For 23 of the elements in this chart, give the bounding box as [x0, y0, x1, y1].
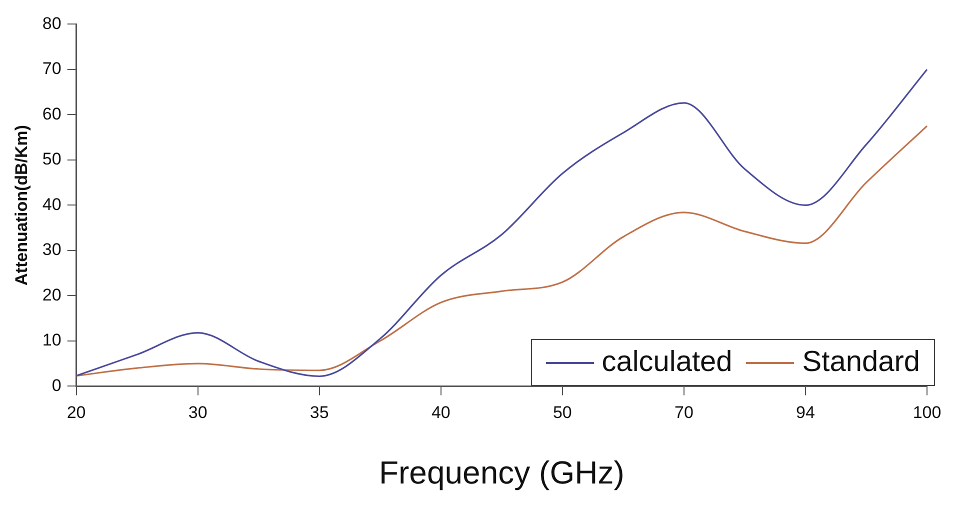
x-axis-title: Frequency (GHz)	[378, 454, 624, 491]
x-tick-label: 30	[188, 403, 208, 422]
x-tick-label: 40	[431, 403, 450, 422]
y-tick-label: 80	[42, 14, 62, 33]
line-series	[76, 68, 928, 378]
x-tick-label: 35	[310, 403, 329, 422]
y-tick-label: 50	[42, 150, 62, 169]
y-tick-label: 0	[52, 376, 62, 395]
y-tick-label: 10	[42, 330, 62, 350]
y-axis-title: Attenuation(dB/Km)	[12, 124, 31, 286]
y-tick-label: 20	[42, 285, 62, 304]
legend-label: calculated	[602, 346, 732, 379]
line-series	[76, 125, 928, 377]
x-tick-label: 50	[552, 403, 572, 422]
x-tick-label: 94	[796, 403, 815, 422]
y-tick-label: 70	[42, 59, 62, 78]
legend-label: Standard	[802, 346, 920, 379]
y-tick-label: 60	[42, 104, 62, 124]
x-tick-label: 70	[674, 403, 694, 422]
y-tick-label: 30	[42, 240, 62, 260]
x-tick-label: 100	[912, 403, 942, 422]
x-tick-label: 20	[66, 403, 86, 422]
y-tick-label: 40	[42, 194, 62, 214]
